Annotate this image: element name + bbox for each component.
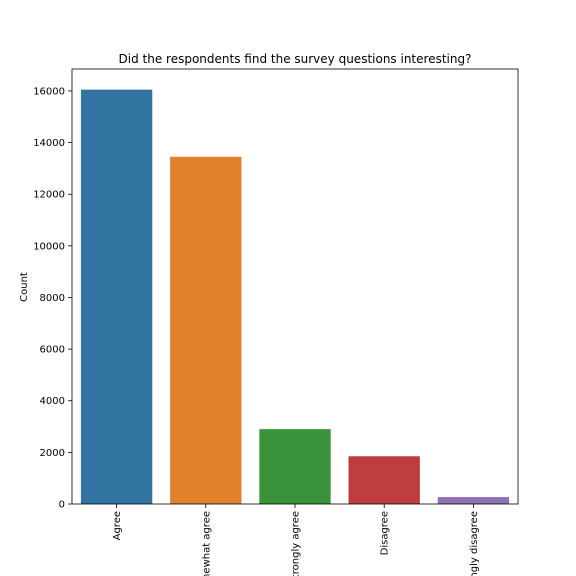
bar-strongly-agree — [259, 429, 331, 504]
x-tick-label: Agree — [112, 511, 123, 540]
y-tick-label: 14000 — [33, 138, 65, 149]
y-axis-label: Count — [19, 272, 30, 302]
y-tick-label: 10000 — [33, 241, 65, 252]
y-tick-label: 2000 — [40, 448, 65, 459]
bars — [80, 89, 510, 504]
bar-strongly-disagree — [437, 497, 510, 504]
bar-somewhat-agree — [170, 156, 242, 504]
y-tick-label: 8000 — [40, 293, 65, 304]
y-tick-label: 12000 — [33, 190, 65, 201]
y-tick-label: 4000 — [40, 396, 65, 407]
chart-title: Did the respondents find the survey ques… — [119, 52, 472, 66]
x-tick-label: Disagree — [380, 511, 391, 555]
x-tick-label: Somewhat agree — [201, 511, 212, 576]
x-tick-label: Strongly disagree — [469, 511, 480, 576]
bar-disagree — [348, 456, 420, 504]
y-tick-label: 6000 — [40, 345, 65, 356]
y-axis: 0 2000 4000 6000 8000 10000 12000 14000 16000 — [33, 86, 72, 511]
y-tick-label: 16000 — [33, 86, 65, 97]
bar-agree — [80, 89, 153, 504]
x-axis: Agree Somewhat agree Strongly agree Disagre… — [112, 504, 480, 576]
x-tick-label: Strongly agree — [291, 511, 302, 576]
y-tick-label: 0 — [59, 500, 65, 511]
plot-frame — [71, 68, 519, 505]
